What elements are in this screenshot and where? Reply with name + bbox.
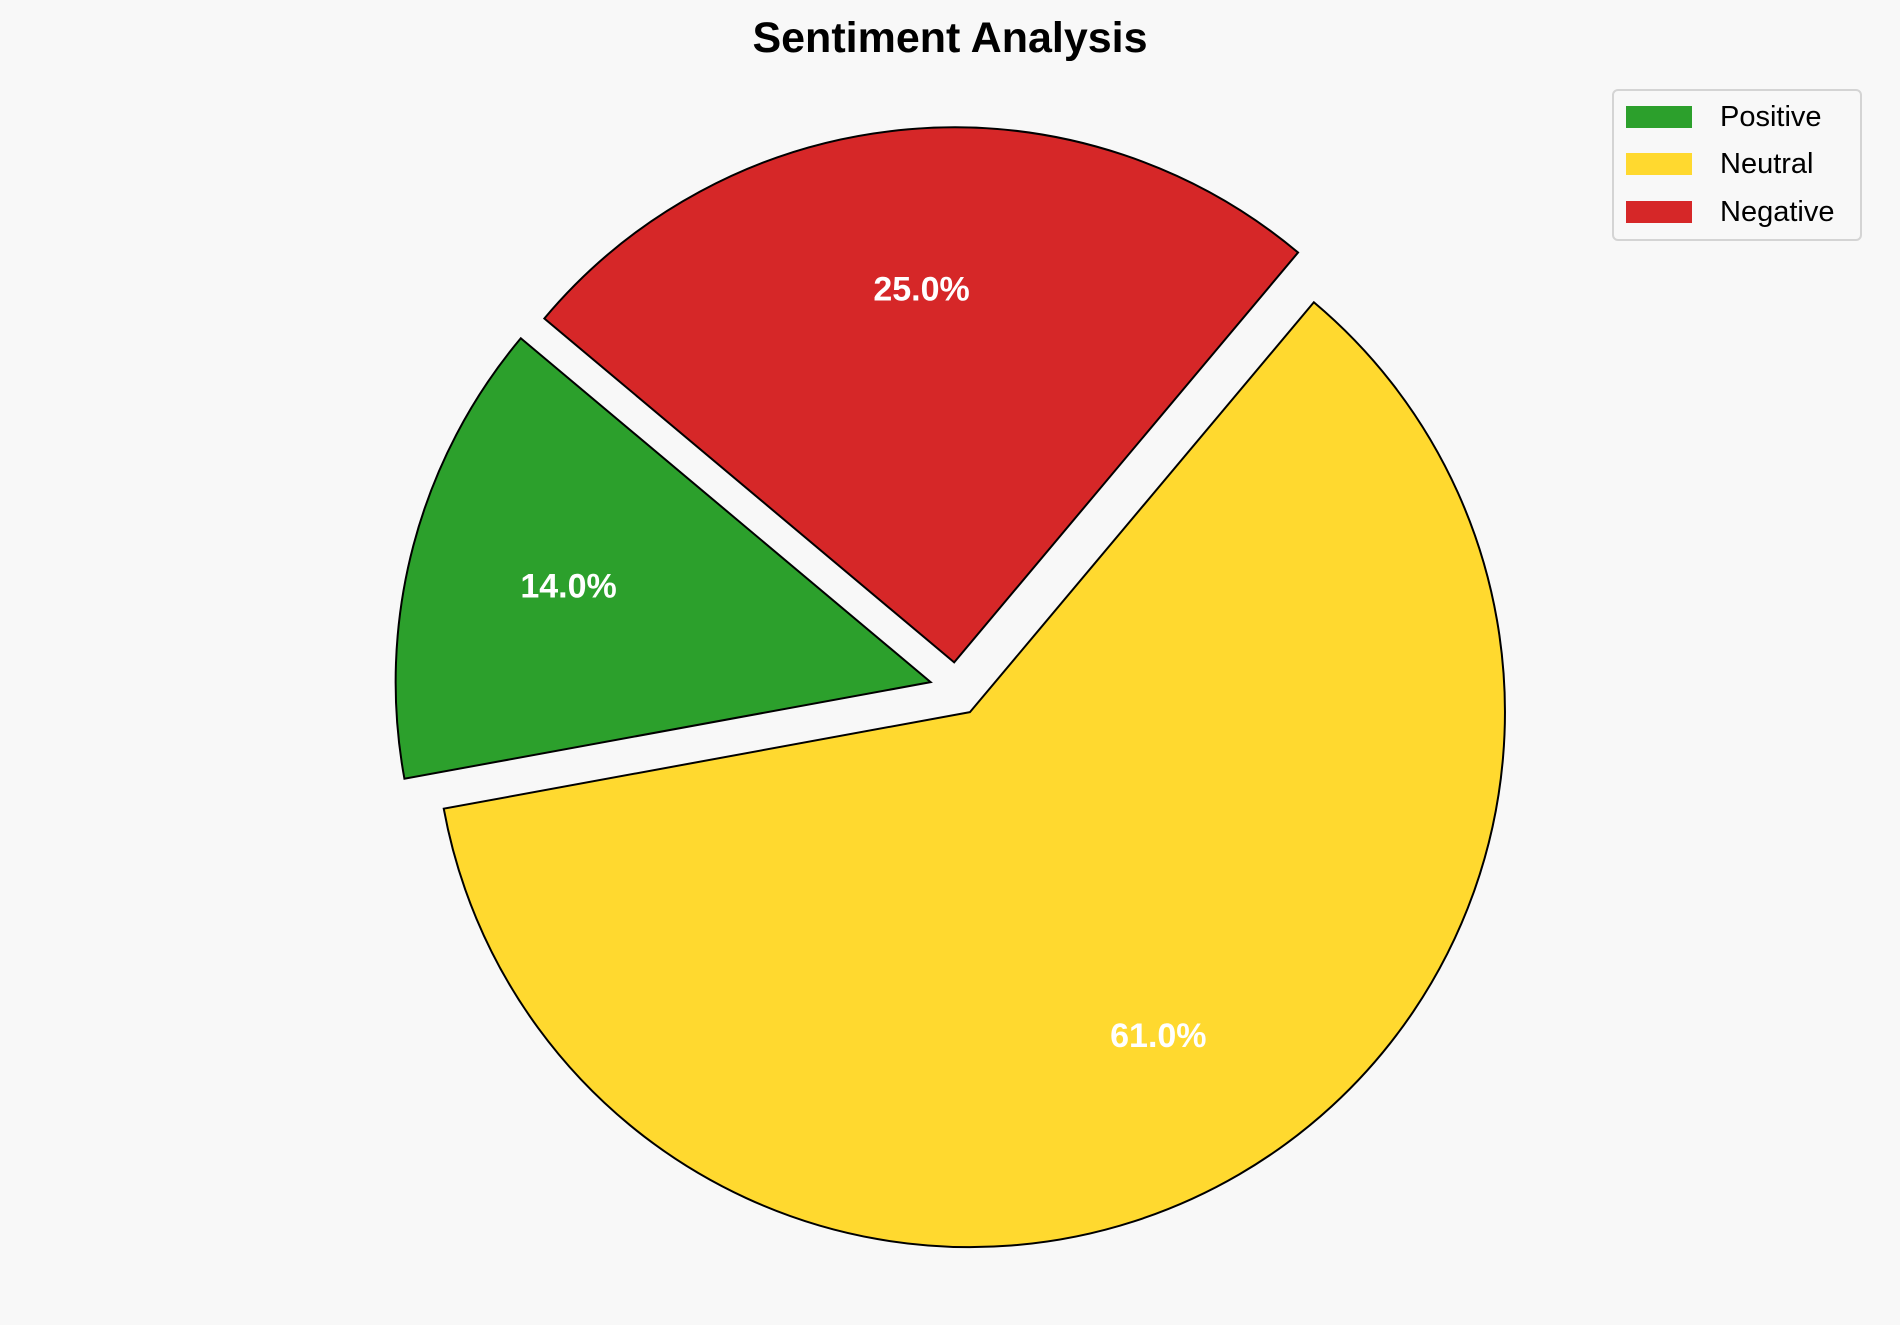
chart-title: Sentiment Analysis — [752, 14, 1148, 62]
legend-item-positive: Positive — [1626, 100, 1822, 133]
legend-label: Neutral — [1720, 147, 1814, 180]
legend-label: Positive — [1720, 100, 1822, 133]
legend-patch-positive — [1626, 106, 1692, 128]
pie-slice-positive — [394, 336, 933, 780]
legend-patch-negative — [1626, 201, 1692, 223]
slice-label-neutral: 61.0% — [1110, 1017, 1206, 1055]
legend-patch-neutral — [1626, 153, 1692, 175]
slice-label-positive: 14.0% — [520, 568, 616, 606]
legend-item-neutral: Neutral — [1626, 147, 1814, 180]
legend-label: Negative — [1720, 195, 1835, 228]
legend: Positive Neutral Negative — [1612, 89, 1862, 241]
pie-slice-neutral — [442, 300, 1506, 1249]
slice-label-negative: 25.0% — [873, 270, 969, 308]
legend-item-negative: Negative — [1626, 195, 1835, 228]
pie-slice-negative — [542, 126, 1300, 664]
